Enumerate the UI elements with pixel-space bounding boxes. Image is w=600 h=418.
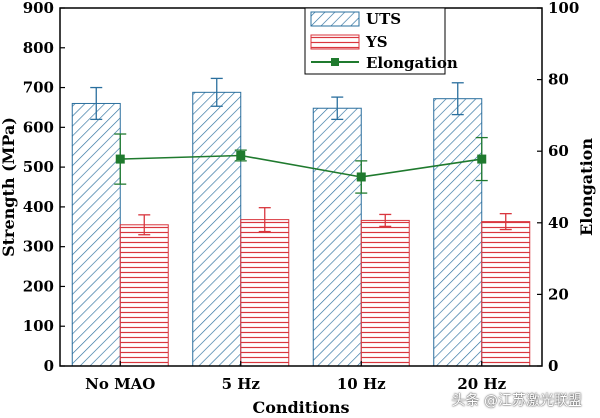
plot-frame <box>59 7 543 367</box>
x-axis-title: Conditions <box>252 398 349 417</box>
y-tick-label-1: 100 <box>23 317 54 335</box>
elongation-line <box>114 133 488 194</box>
bar-ys-2 <box>360 219 410 367</box>
bars <box>71 91 531 367</box>
y-tick-label-6: 600 <box>23 118 54 136</box>
y2-tick-label-2: 40 <box>548 214 569 232</box>
y2-tick-label-0: 0 <box>548 357 558 375</box>
point-elongation-3 <box>477 154 487 164</box>
point-elongation-2 <box>356 172 366 182</box>
y2-tick-label-4: 80 <box>548 71 569 89</box>
elongation-polyline <box>120 154 482 178</box>
point-elongation-1 <box>236 150 246 160</box>
y-tick-label-0: 0 <box>44 357 54 375</box>
y-tick-label-7: 700 <box>23 79 54 97</box>
bar-ys-3 <box>481 221 531 367</box>
y-tick-label-9: 900 <box>23 0 54 17</box>
legend-swatch-uts <box>310 11 360 27</box>
legend-swatch-ys <box>310 34 360 50</box>
legend: UTS YS Elongation <box>304 7 458 75</box>
bar-uts-2 <box>312 107 362 367</box>
legend-label-elongation: Elongation <box>366 54 458 72</box>
error-bars <box>90 77 512 236</box>
y-axis-title: Strength (MPa) <box>0 117 18 257</box>
x-tick-label-2: 10 Hz <box>337 375 386 393</box>
y-tick-label-4: 400 <box>23 198 54 216</box>
bar-uts-3 <box>433 98 483 367</box>
y2-tick-label-1: 20 <box>548 285 569 303</box>
x-tick-label-3: 20 Hz <box>457 375 506 393</box>
y-tick-label-2: 200 <box>23 277 54 295</box>
x-tick-label-0: No MAO <box>85 375 155 393</box>
y-tick-label-3: 300 <box>23 238 54 256</box>
y-tick-label-8: 800 <box>23 39 54 57</box>
left-axis: 0 100 200 300 400 500 600 700 800 900 <box>23 0 65 375</box>
y2-tick-label-3: 60 <box>548 142 569 160</box>
bar-uts-1 <box>192 91 242 367</box>
x-tick-label-1: 5 Hz <box>222 375 261 393</box>
legend-label-uts: UTS <box>366 10 401 28</box>
y-tick-label-5: 500 <box>23 158 54 176</box>
legend-label-ys: YS <box>365 33 388 51</box>
right-axis: 0 20 40 60 80 100 <box>537 0 579 375</box>
bar-ys-1 <box>240 219 290 367</box>
legend-swatch-elongation-marker <box>331 58 339 66</box>
watermark: 头条 @江苏激光联盟 <box>451 393 582 409</box>
y2-tick-label-5: 100 <box>548 0 579 17</box>
point-elongation-0 <box>115 154 125 164</box>
x-axis: No MAO 5 Hz 10 Hz 20 Hz <box>85 361 507 393</box>
bar-ys-0 <box>119 224 169 367</box>
y2-axis-title: Elongation <box>577 138 596 236</box>
bar-uts-0 <box>71 102 121 367</box>
